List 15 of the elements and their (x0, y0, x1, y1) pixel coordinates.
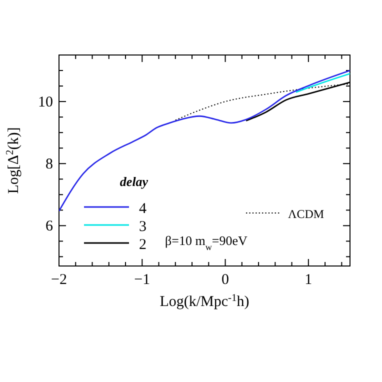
legend-label: 4 (139, 201, 147, 217)
x-axis-title: Log(k/Mpc$^{-1}$h) (160, 292, 250, 310)
annotation: β=10 m$_{w}$=90eV (165, 233, 248, 252)
x-tick-label: −2 (51, 272, 67, 288)
x-tick-label: 0 (222, 272, 230, 288)
x-tick-label: −1 (134, 272, 150, 288)
legend-title: delay (120, 174, 148, 189)
legend-label: 3 (139, 219, 146, 235)
line-series (59, 70, 350, 212)
legend-label: ΛCDM (288, 207, 324, 221)
y-tick-label: 8 (46, 156, 53, 173)
y-tick-label: 6 (46, 218, 54, 235)
y-tick-label: 10 (38, 94, 53, 111)
x-tick-label: 1 (304, 272, 312, 288)
legend-label: 2 (139, 237, 146, 253)
